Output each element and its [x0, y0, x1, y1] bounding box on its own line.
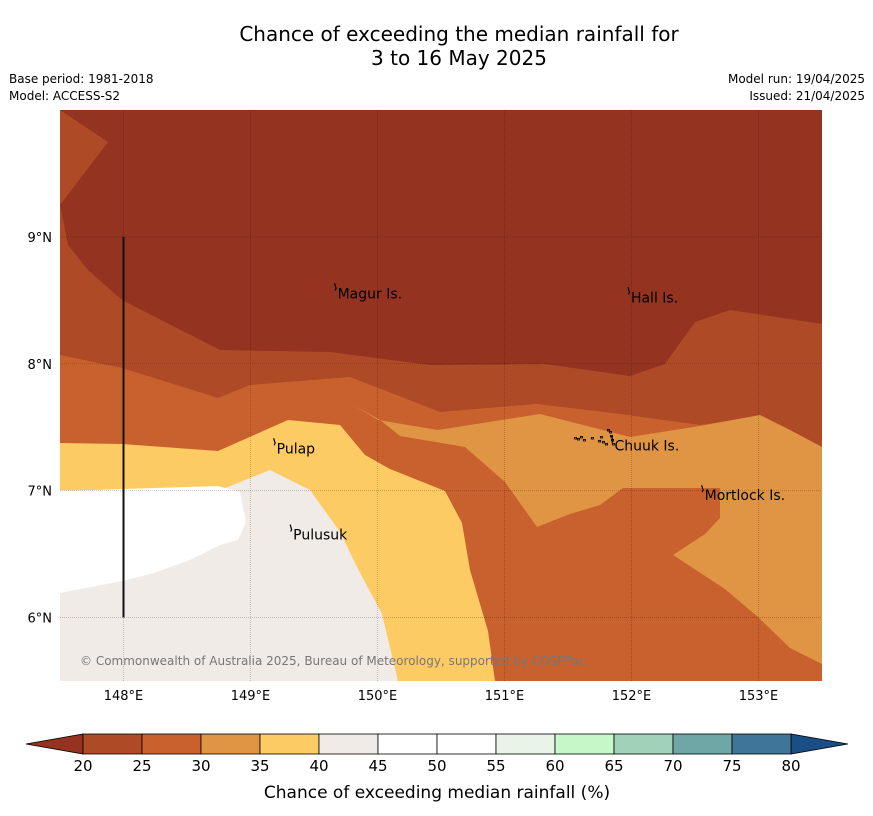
place-label: Pulusuk [293, 528, 348, 544]
colorbar-tick-label: 50 [427, 757, 446, 775]
place-labels: Magur Is. Hall Is. Pulap Chuuk Is. Mortlock … [273, 283, 785, 544]
contour-30-35 [60, 400, 822, 664]
longitude-tick-label: 151°E [485, 689, 525, 704]
contour-45-50 [60, 486, 246, 593]
latitude-tick-label: 8°N [28, 358, 53, 373]
model-run-text: Model run: 19/04/2025 [727, 72, 865, 86]
colorbar-below-arrow [25, 733, 84, 755]
islet-outline [609, 434, 613, 438]
island-outline [273, 438, 276, 446]
colorbar-tick-label: 35 [250, 757, 269, 775]
colorbar-bin [554, 733, 615, 755]
colorbar-tick-label: 45 [368, 757, 387, 775]
islet-outline [604, 442, 608, 446]
place-label: Hall Is. [631, 290, 678, 306]
longitude-tick-label: 152°E [612, 689, 652, 704]
colorbar-tick-label: 60 [545, 757, 564, 775]
base-period-text: Base period: 1981-2018 [9, 72, 154, 86]
issued-text: Issued: 21/04/2025 [749, 89, 865, 103]
colorbar-tick-label: 40 [309, 757, 328, 775]
map-axes: 148°E 149°E 150°E 151°E 152°E 153°E 9°N 8°N 7°N 6… [28, 231, 779, 704]
colorbar-bin [672, 733, 733, 755]
model-text: Model: ACCESS-S2 [9, 89, 121, 103]
colorbar-tick-label: 65 [604, 757, 623, 775]
islet-outline [579, 435, 583, 439]
colorbar-tick-label: 30 [191, 757, 210, 775]
islet-outline [611, 442, 615, 446]
island-outline [701, 485, 704, 493]
colorbar-bin [436, 733, 497, 755]
colorbar-bin [613, 733, 674, 755]
longitude-tick-label: 150°E [358, 689, 398, 704]
islet-outline [576, 437, 580, 441]
colorbar-bin [141, 733, 202, 755]
islet-outline [608, 430, 612, 434]
colorbar-bin [82, 733, 143, 755]
latitude-tick-label: 6°N [28, 612, 53, 627]
colorbar-tick-label: 75 [722, 757, 741, 775]
colorbar-bin [259, 733, 320, 755]
islet-outline [606, 428, 610, 432]
colorbar-bin [318, 733, 379, 755]
title-line-2: 3 to 16 May 2025 [371, 46, 547, 70]
latitude-tick-label: 7°N [28, 485, 53, 500]
colorbar-bin [200, 733, 261, 755]
colorbar-tick-label: 25 [132, 757, 151, 775]
islet-outline [610, 438, 614, 442]
longitude-tick-label: 149°E [231, 689, 271, 704]
islet-outline [601, 440, 605, 444]
island-outline [334, 283, 337, 291]
longitude-tick-label: 148°E [104, 689, 144, 704]
colorbar-title: Chance of exceeding median rainfall (%) [264, 783, 610, 803]
colorbar-bin [731, 733, 792, 755]
title-line-1: Chance of exceeding the median rainfall … [239, 22, 679, 46]
model-run-info: Model run: 19/04/2025 Issued: 21/04/2025 [728, 71, 865, 105]
colorbar-tick-label: 55 [486, 757, 505, 775]
graticule [60, 110, 822, 681]
islet-outline [597, 439, 601, 443]
islet-outline [582, 438, 586, 442]
colorbar-bin [495, 733, 556, 755]
place-label: Chuuk Is. [614, 439, 679, 455]
colorbar-tick-label: 70 [663, 757, 682, 775]
place-label: Pulap [277, 441, 316, 457]
colorbar-bins [25, 733, 849, 755]
chart-title: Chance of exceeding the median rainfall … [0, 22, 873, 70]
islet-outline [599, 435, 603, 439]
longitude-tick-label: 153°E [739, 689, 779, 704]
base-period-info: Base period: 1981-2018 Model: ACCESS-S2 [9, 71, 154, 105]
copyright-credit: © Commonwealth of Australia 2025, Bureau… [80, 654, 585, 668]
place-label: Magur Is. [338, 286, 403, 302]
colorbar-ticks: 20 25 30 35 40 45 50 55 60 65 70 75 80 [73, 757, 800, 775]
colorbar-bin [377, 733, 438, 755]
islet-outline [590, 436, 594, 440]
colorbar-above-arrow [790, 733, 849, 755]
island-outline [289, 524, 293, 532]
island-outline [627, 287, 631, 295]
colorbar-tick-label: 80 [781, 757, 800, 775]
place-label: Mortlock Is. [705, 488, 785, 504]
rainfall-contours [60, 110, 822, 681]
islet-outline [573, 436, 577, 440]
latitude-tick-label: 9°N [28, 231, 53, 246]
colorbar-tick-label: 20 [73, 757, 92, 775]
